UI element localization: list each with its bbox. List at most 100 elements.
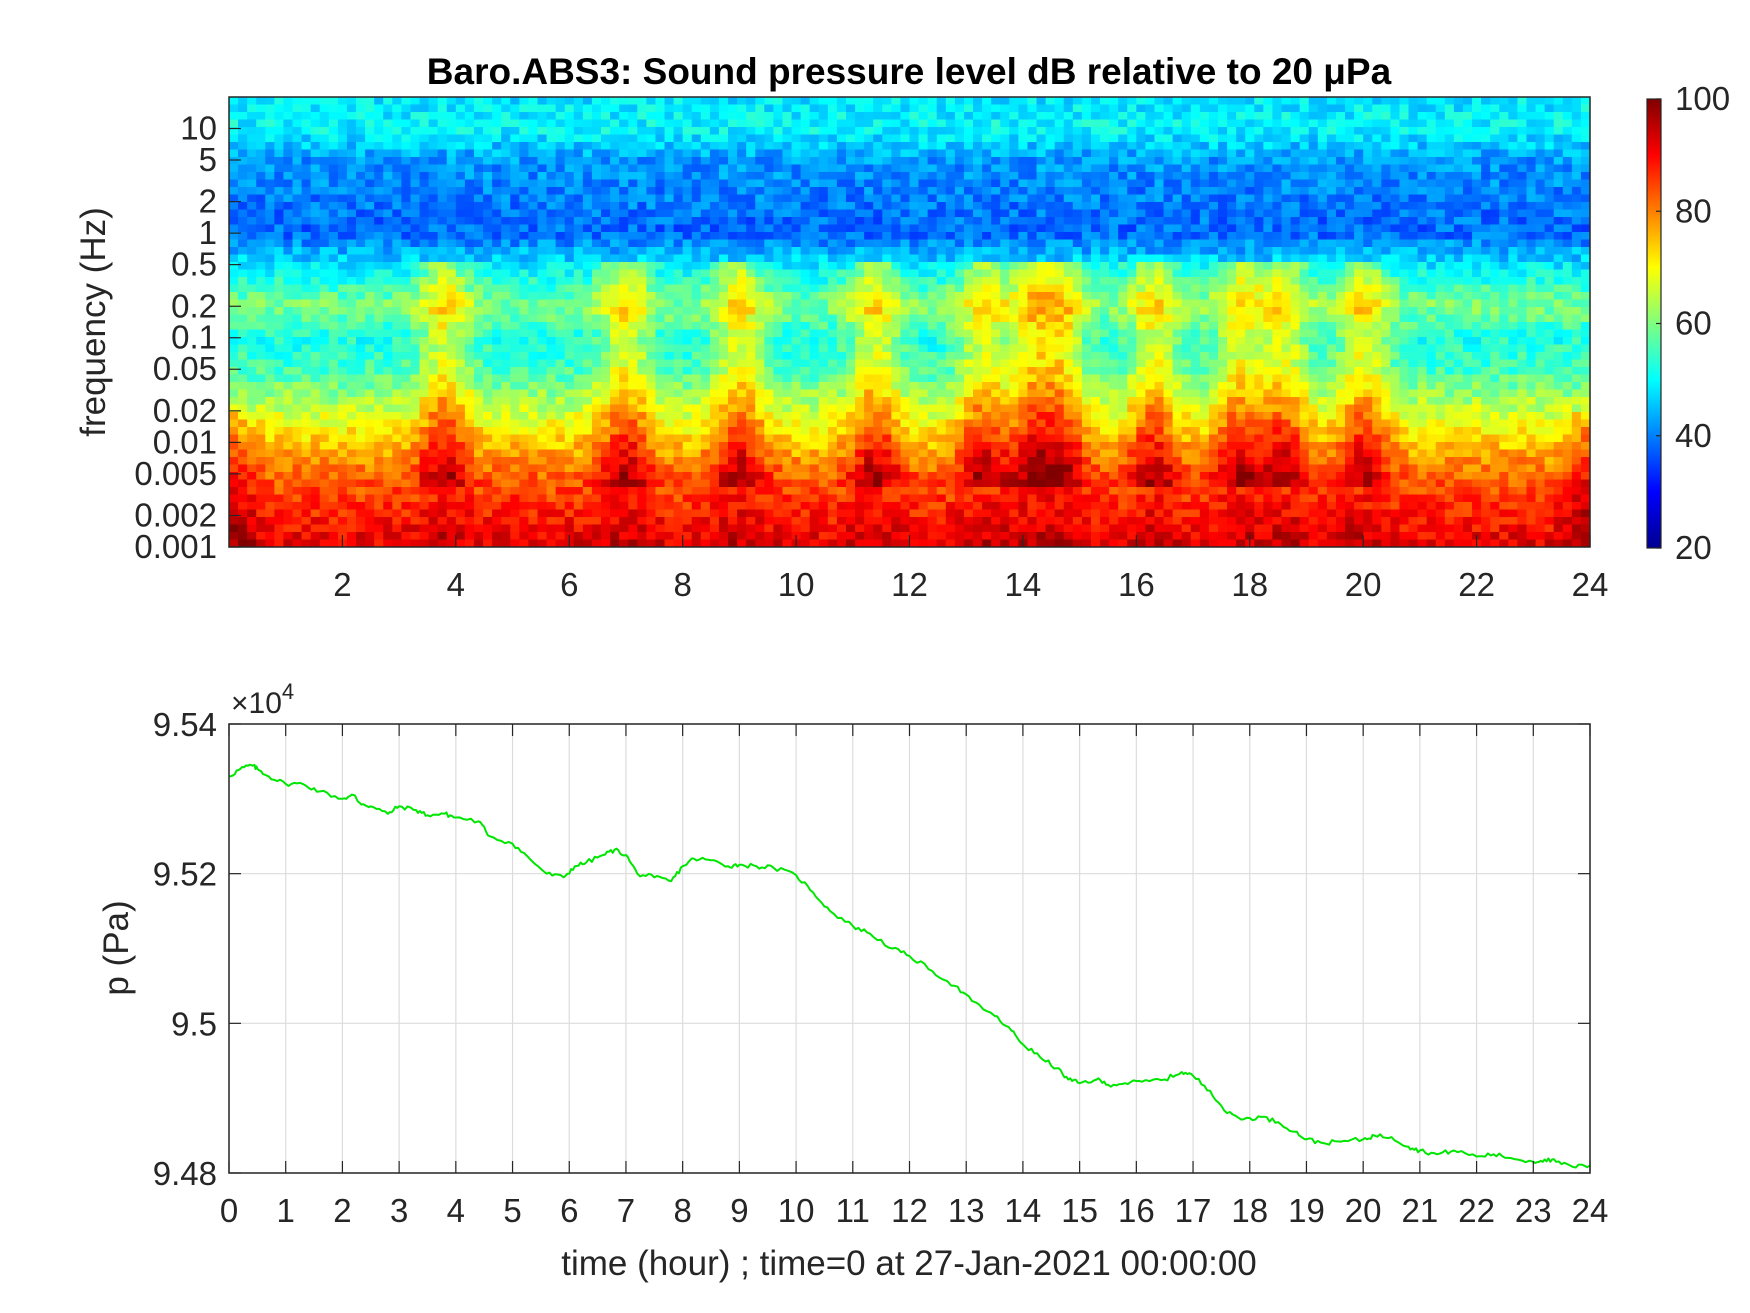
spectrogram-cell [310, 142, 321, 151]
spectrogram-cell [419, 217, 430, 226]
spectrogram-cell [845, 172, 856, 181]
spectrogram-cell [519, 157, 530, 166]
spectrogram-cell [365, 127, 375, 136]
spectrogram-cell [900, 149, 911, 158]
spectrogram-cell [718, 382, 729, 391]
spectrogram-cell [855, 157, 865, 166]
spectrogram-cell [573, 217, 584, 226]
spectrogram-cell [619, 149, 629, 158]
spectrogram-cell [909, 329, 920, 338]
spectrogram-cell [700, 97, 711, 106]
spectrogram-cell [864, 314, 874, 323]
spectrogram-cell [256, 209, 266, 218]
spectrogram-cell [655, 457, 666, 466]
spectrogram-cell [728, 359, 738, 368]
spectrogram-cell [501, 367, 511, 376]
spectrogram-cell [283, 442, 294, 451]
spectrogram-cell [537, 352, 548, 361]
spectrogram-cell [365, 532, 375, 541]
spectrogram-cell [918, 427, 929, 436]
spectrogram-cell [954, 479, 965, 488]
spectrogram-cell [700, 142, 711, 151]
spectrogram-cell [564, 502, 575, 511]
spectrogram-cell [845, 404, 856, 413]
spectrogram-cell [800, 494, 811, 503]
spectrogram-cell [492, 397, 502, 406]
spectrogram-cell [691, 464, 702, 473]
spectrogram-cell [537, 299, 548, 308]
spectrogram-cell [428, 524, 439, 533]
spectrogram-cell [591, 352, 602, 361]
spectrogram-cell [319, 404, 330, 413]
spectrogram-cell [492, 472, 502, 481]
spectrogram-cell [873, 224, 883, 233]
spectrogram-cell [492, 532, 502, 541]
spectrogram-cell [619, 494, 629, 503]
spectrogram-cell [256, 142, 266, 151]
spectrogram-cell [229, 187, 239, 196]
spectrogram-cell [836, 479, 847, 488]
spectrogram-cell [446, 404, 457, 413]
spectrogram-cell [945, 262, 956, 271]
spectrogram-cell [637, 104, 647, 113]
spectrogram-cell [637, 112, 647, 121]
spectrogram-cell [328, 472, 339, 481]
spectrogram-cell [891, 262, 902, 271]
spectrogram-cell [555, 217, 566, 226]
spectrogram-cell [601, 427, 611, 436]
spectrogram-cell [827, 307, 838, 316]
spectrogram-cell [455, 217, 466, 226]
spectrogram-cell [963, 517, 974, 526]
spectrogram-cell [873, 127, 883, 136]
spectrogram-cell [374, 404, 384, 413]
spectrogram-cell [319, 239, 330, 248]
spectrogram-cell [265, 494, 275, 503]
spectrogram-cell [229, 382, 239, 391]
spectrogram-cell [700, 202, 711, 211]
spectrogram-cell [483, 494, 493, 503]
spectrogram-cell [782, 277, 793, 286]
spectrogram-cell [437, 269, 448, 278]
spectrogram-cell [855, 112, 865, 121]
spectrogram-cell [827, 419, 838, 428]
spectrogram-cell [873, 299, 883, 308]
spectrogram-cell [954, 262, 965, 271]
spectrogram-cell [673, 134, 684, 143]
spectrogram-cell [682, 479, 693, 488]
spectrogram-cell [383, 434, 393, 443]
spectrogram-cell [945, 232, 956, 241]
spectrogram-cell [464, 457, 475, 466]
spectrogram-cell [510, 427, 520, 436]
spectrogram-cell [873, 374, 883, 383]
spectrogram-cell [446, 292, 457, 301]
spectrogram-cell [564, 179, 575, 188]
spectrogram-cell [310, 427, 321, 436]
spectrogram-cell [791, 449, 802, 458]
spectrogram-cell [700, 134, 711, 143]
spectrogram-cell [918, 299, 929, 308]
spectrogram-cell [700, 164, 711, 173]
spectrogram-cell [292, 104, 303, 113]
spectrogram-cell [247, 472, 257, 481]
spectrogram-cell [256, 427, 266, 436]
spectrogram-cell [918, 539, 929, 547]
spectrogram-cell [274, 329, 285, 338]
spectrogram-cell [283, 532, 294, 541]
spectrogram-cell [610, 539, 620, 547]
spectrogram-cell [891, 149, 902, 158]
spectrogram-cell [501, 179, 511, 188]
spectrogram-cell [346, 194, 357, 203]
spectrogram-cell [800, 352, 811, 361]
spectrogram-cell [673, 487, 684, 496]
spectrogram-cell [873, 307, 883, 316]
spectrogram-cell [900, 209, 911, 218]
spectrogram-cell [909, 524, 920, 533]
spectrogram-cell [483, 217, 493, 226]
spectrogram-cell [900, 217, 911, 226]
spectrogram-cell [836, 532, 847, 541]
spectrogram-cell [410, 232, 421, 241]
spectrogram-cell [619, 202, 629, 211]
spectrogram-cell [383, 262, 393, 271]
spectrogram-cell [628, 202, 638, 211]
spectrogram-cell [791, 487, 802, 496]
